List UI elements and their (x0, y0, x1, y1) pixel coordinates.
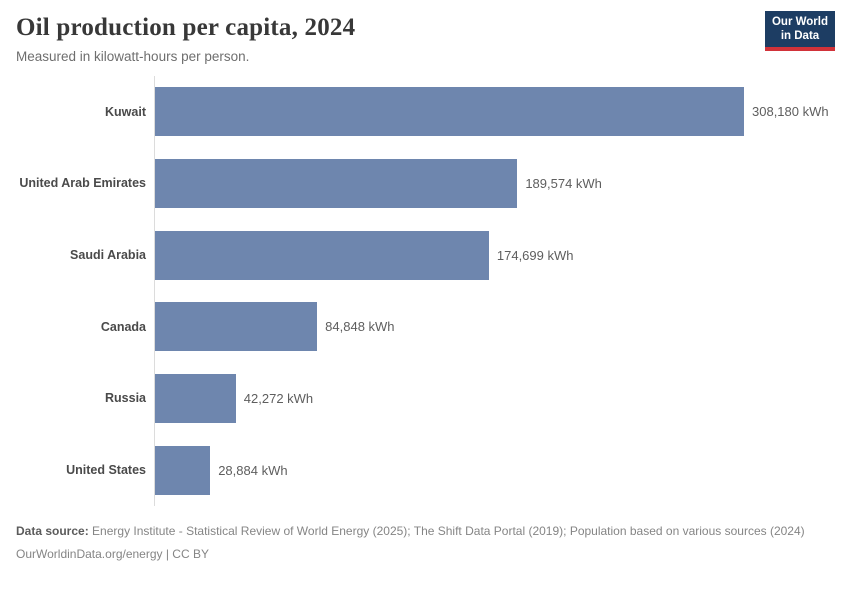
chart-subtitle: Measured in kilowatt-hours per person. (16, 49, 250, 64)
chart-footer: Data source: Energy Institute - Statisti… (0, 522, 850, 563)
logo-line2: in Data (780, 29, 820, 42)
bar[interactable] (155, 445, 211, 495)
datasource-text: Energy Institute - Statistical Review of… (92, 524, 805, 538)
country-label: Canada (100, 319, 146, 334)
bar[interactable] (155, 87, 744, 137)
bar[interactable] (155, 158, 518, 208)
bar-row: Russia 42,272 kWh (0, 363, 850, 435)
datasource-line: Data source: Energy Institute - Statisti… (16, 522, 834, 540)
bar-area: 308,180 kWh (155, 87, 850, 137)
chart-header: Oil production per capita, 2024 Measured… (0, 0, 850, 64)
bar[interactable] (155, 302, 318, 352)
value-label: 189,574 kWh (525, 175, 602, 191)
bar-chart: Kuwait 308,180 kWh United Arab Emirates … (0, 76, 850, 506)
country-label: Saudi Arabia (70, 248, 146, 263)
bar-area: 84,848 kWh (155, 302, 850, 352)
value-label: 42,272 kWh (243, 390, 314, 406)
bar-area: 174,699 kWh (155, 230, 850, 280)
country-label: Kuwait (105, 104, 146, 119)
country-label: United Arab Emirates (19, 176, 146, 191)
value-label: 308,180 kWh (752, 104, 829, 120)
datasource-label: Data source: (16, 524, 89, 538)
owid-logo: Our World in Data (765, 11, 835, 52)
logo-line1: Our World (771, 16, 828, 28)
bar-row: Saudi Arabia 174,699 kWh (0, 219, 850, 291)
bar-area: 42,272 kWh (155, 373, 850, 423)
bar-area: 28,884 kWh (155, 445, 850, 495)
bar-row: United States 28,884 kWh (0, 434, 850, 506)
bar-row: United Arab Emirates 189,574 kWh (0, 148, 850, 220)
bar[interactable] (155, 230, 489, 280)
value-label: 28,884 kWh (218, 462, 288, 478)
value-label: 84,848 kWh (325, 319, 395, 335)
bar-row: Kuwait 308,180 kWh (0, 76, 850, 148)
page-title: Oil production per capita, 2024 (16, 14, 356, 41)
footer-link[interactable]: OurWorldinData.org/energy | CC BY (16, 547, 209, 561)
value-label: 174,699 kWh (496, 247, 574, 263)
y-axis-line (154, 76, 155, 506)
chart-rows: Kuwait 308,180 kWh United Arab Emirates … (0, 76, 850, 506)
bar-row: Canada 84,848 kWh (0, 291, 850, 363)
bar-area: 189,574 kWh (155, 158, 850, 208)
country-label: Russia (105, 391, 146, 406)
bar[interactable] (155, 373, 236, 423)
country-label: United States (66, 463, 146, 478)
